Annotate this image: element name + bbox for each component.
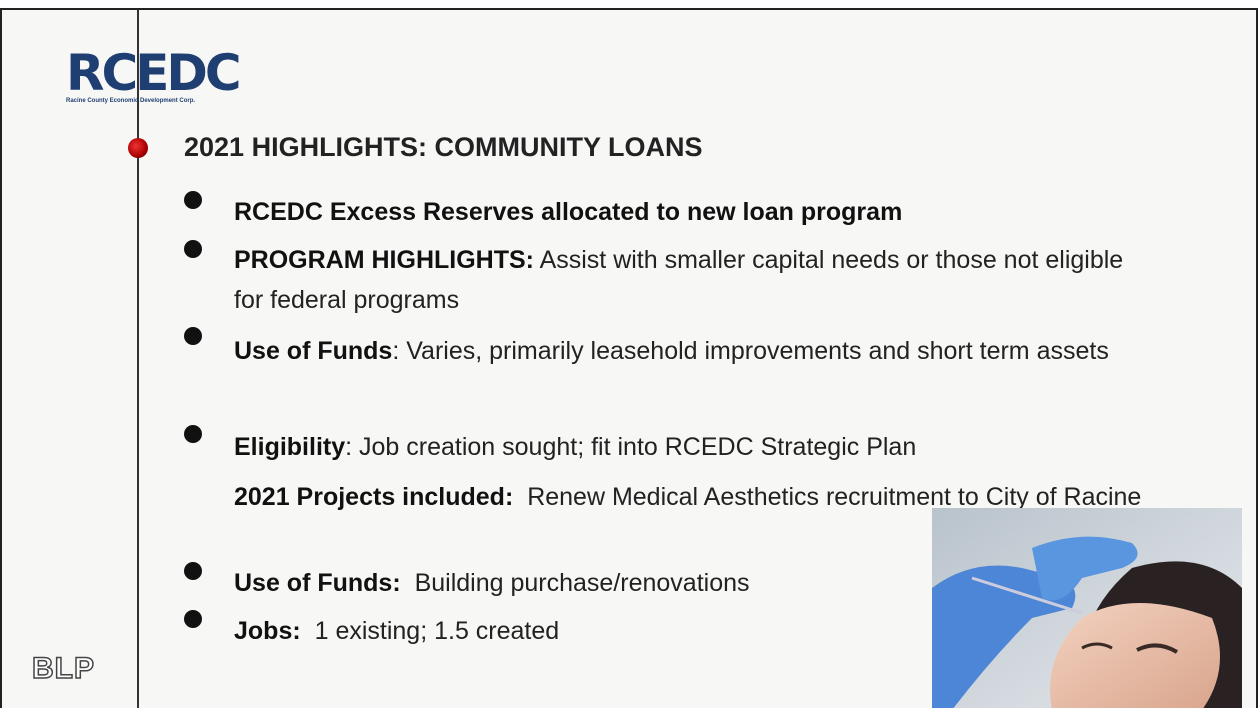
item-label: Use of Funds:	[234, 569, 401, 597]
divider-line	[137, 10, 139, 708]
slide: RCEDC Racine County Economic Development…	[0, 8, 1258, 708]
list-item: Eligibility: Job creation sought; fit in…	[234, 427, 1144, 467]
item-text: Building purchase/renovations	[415, 569, 750, 597]
item-label: Jobs:	[234, 617, 301, 645]
list-item: RCEDC Excess Reserves allocated to new l…	[234, 192, 1144, 232]
list-item: PROGRAM HIGHLIGHTS: Assist with smaller …	[234, 240, 1144, 320]
photo	[932, 508, 1242, 708]
bullet	[184, 327, 202, 345]
item-text: 1 existing; 1.5 created	[315, 617, 560, 645]
slide-title: 2021 HIGHLIGHTS: COMMUNITY LOANS	[184, 132, 703, 163]
bullet	[184, 610, 202, 628]
item-label: Eligibility	[234, 433, 345, 461]
logo: RCEDC	[66, 44, 239, 102]
bullet	[184, 562, 202, 580]
item-label: Use of Funds	[234, 337, 392, 365]
item-text: : Varies, primarily leasehold improvemen…	[392, 337, 1108, 365]
item-text: : Job creation sought; fit into RCEDC St…	[345, 433, 916, 461]
bullet	[184, 425, 202, 443]
item-label: PROGRAM HIGHLIGHTS:	[234, 246, 534, 274]
item-text: Renew Medical Aesthetics recruitment to …	[527, 483, 1141, 511]
bullet	[184, 191, 202, 209]
list-item: Use of Funds: Varies, primarily leasehol…	[234, 330, 1144, 373]
item-label: 2021 Projects included:	[234, 483, 513, 511]
bullet	[184, 240, 202, 258]
logo-subtitle: Racine County Economic Development Corp.	[66, 98, 195, 104]
page: RCEDC Racine County Economic Development…	[0, 8, 1260, 716]
footer-logo: BLP	[32, 652, 95, 686]
item-label: RCEDC Excess Reserves allocated to new l…	[234, 198, 902, 226]
title-marker	[128, 138, 148, 158]
